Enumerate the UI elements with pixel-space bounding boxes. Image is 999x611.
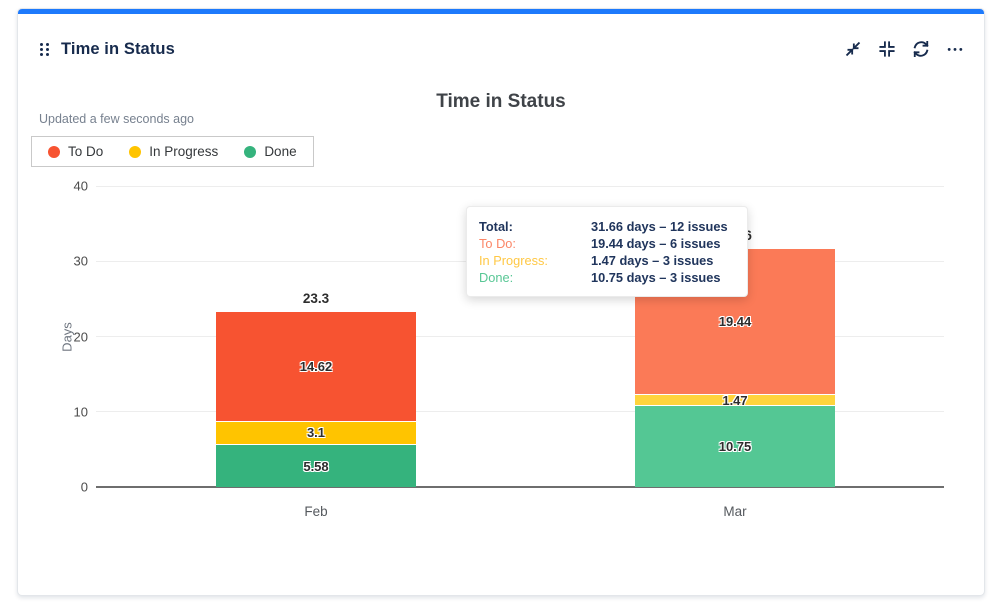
bar-value-label: 1.47 — [722, 392, 748, 408]
tooltip-row-label: Done: — [479, 270, 514, 285]
legend-dot-icon — [244, 145, 257, 158]
tooltip-row-label: To Do: — [479, 236, 516, 251]
refresh-icon[interactable] — [908, 36, 934, 62]
y-axis-tick-label: 10 — [73, 404, 88, 420]
legend-label: In Progress — [149, 144, 219, 159]
y-axis-tick-label: 20 — [73, 329, 88, 345]
chart-title: Time in Status — [436, 91, 566, 112]
plot-area: 0 10 20 30 40 Days 5.58 3.1 14.62 23.3 Feb 10.75 1.4… — [18, 9, 984, 595]
legend-dot-icon — [48, 145, 60, 158]
bar-mar-in-progress[interactable]: 1.47 — [635, 392, 835, 408]
y-axis-tick-label: 40 — [73, 178, 88, 194]
legend-item-to-do[interactable]: To Do — [48, 144, 103, 159]
legend-dot-icon — [129, 145, 142, 158]
gridline — [96, 336, 944, 338]
tooltip-row: To Do: 19.44 days – 6 issues — [479, 235, 735, 252]
bar-value-label: 14.62 — [299, 358, 333, 374]
time-in-status-widget: Time in Status — [17, 8, 985, 596]
chart-legend: To Do In Progress Done — [31, 136, 314, 167]
gridline — [96, 185, 944, 187]
tooltip-row: Done: 10.75 days – 3 issues — [479, 269, 735, 286]
widget-accent-bar — [18, 9, 984, 14]
gridline — [96, 411, 944, 413]
legend-label: Done — [264, 144, 297, 159]
tooltip-row: Total: 31.66 days – 12 issues — [479, 218, 735, 235]
bar-total-label: 23.3 — [302, 290, 330, 306]
legend-item-done[interactable]: Done — [244, 144, 297, 159]
widget-title: Time in Status — [61, 39, 175, 58]
bar-feb-done[interactable]: 5.58 — [216, 445, 416, 487]
bar-mar-done[interactable]: 10.75 — [635, 406, 835, 487]
drag-handle-icon[interactable] — [38, 41, 51, 58]
chart-tooltip: Total: 31.66 days – 12 issues To Do: 19.44 … — [466, 206, 748, 297]
y-axis-title: Days — [59, 322, 75, 352]
bar-feb-to-do[interactable]: 14.62 — [216, 311, 416, 422]
minimize-icon[interactable] — [840, 36, 866, 62]
bar-value-label: 5.58 — [303, 458, 329, 474]
legend-label: To Do — [68, 144, 104, 159]
tooltip-row-value: 1.47 days – 3 issues — [591, 253, 714, 268]
bar-value-label: 10.75 — [718, 439, 752, 455]
widget-toolbar — [840, 36, 968, 62]
y-axis-tick-label: 30 — [73, 253, 88, 269]
widget-header: Time in Status — [38, 33, 968, 65]
x-axis-label: Feb — [304, 504, 328, 519]
updated-status-text: Updated a few seconds ago — [39, 112, 194, 126]
tooltip-row-value: 10.75 days – 3 issues — [591, 270, 721, 285]
x-axis-line — [96, 486, 944, 488]
collapse-corners-icon[interactable] — [874, 36, 900, 62]
more-options-icon[interactable] — [942, 36, 968, 62]
y-axis-tick-label: 0 — [80, 479, 88, 495]
legend-item-in-progress[interactable]: In Progress — [129, 144, 218, 159]
bar-value-label: 3.1 — [306, 425, 326, 441]
bar-value-label: 19.44 — [718, 313, 752, 329]
tooltip-row-value: 31.66 days – 12 issues — [591, 219, 728, 234]
tooltip-row-label: Total: — [479, 219, 513, 234]
bar-feb-in-progress[interactable]: 3.1 — [216, 421, 416, 445]
tooltip-row-label: In Progress: — [479, 253, 548, 268]
x-axis-label: Mar — [723, 504, 747, 519]
tooltip-row: In Progress: 1.47 days – 3 issues — [479, 252, 735, 269]
tooltip-row-value: 19.44 days – 6 issues — [591, 236, 721, 251]
